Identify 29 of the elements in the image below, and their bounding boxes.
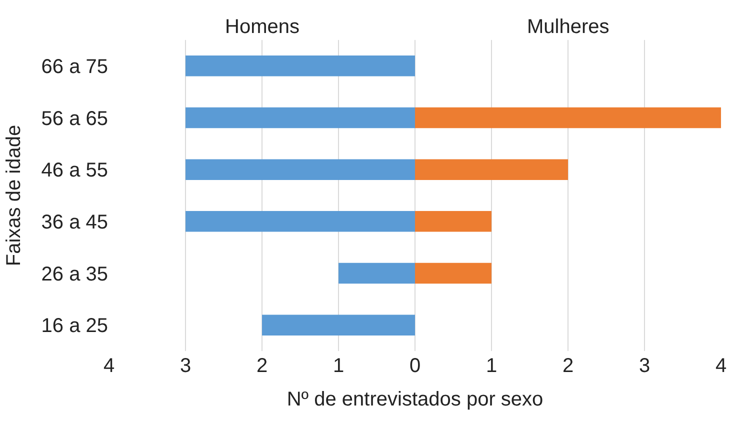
x-tick-label: 3: [180, 355, 192, 377]
y-tick-label: 16 a 25: [41, 315, 108, 338]
bar: [415, 159, 568, 180]
text: Mulheres: [527, 16, 610, 38]
y-tick-label: 66 a 75: [41, 56, 108, 78]
y-tick-label: 56 a 65: [41, 108, 108, 130]
bar: [186, 159, 415, 180]
y-tick-label: 36 a 45: [41, 211, 108, 234]
x-tick-label: 1: [332, 355, 344, 377]
x-tick-label: 1: [486, 355, 498, 377]
x-axis-title: Nº de entrevistados por sexo: [286, 388, 544, 410]
x-tick-label: 0: [409, 355, 421, 377]
bar: [186, 107, 415, 128]
y-axis-title: Faixas de idade: [2, 124, 25, 266]
bar: [338, 262, 415, 284]
text: Homens: [225, 16, 300, 38]
x-tick-label: 2: [562, 355, 574, 377]
y-tick-label: 26 a 35: [41, 263, 108, 286]
x-tick-label: 2: [256, 355, 268, 377]
x-tick-label: 3: [638, 355, 650, 377]
y-tick-label: 46 a 55: [41, 160, 108, 182]
x-tick-label: 4: [103, 355, 115, 377]
x-tick-label: 4: [715, 355, 727, 377]
bar: [186, 211, 415, 232]
bar: [415, 107, 721, 128]
bar: [415, 211, 492, 232]
bar: [262, 314, 415, 336]
bar: [415, 262, 492, 284]
bar: [186, 56, 415, 76]
